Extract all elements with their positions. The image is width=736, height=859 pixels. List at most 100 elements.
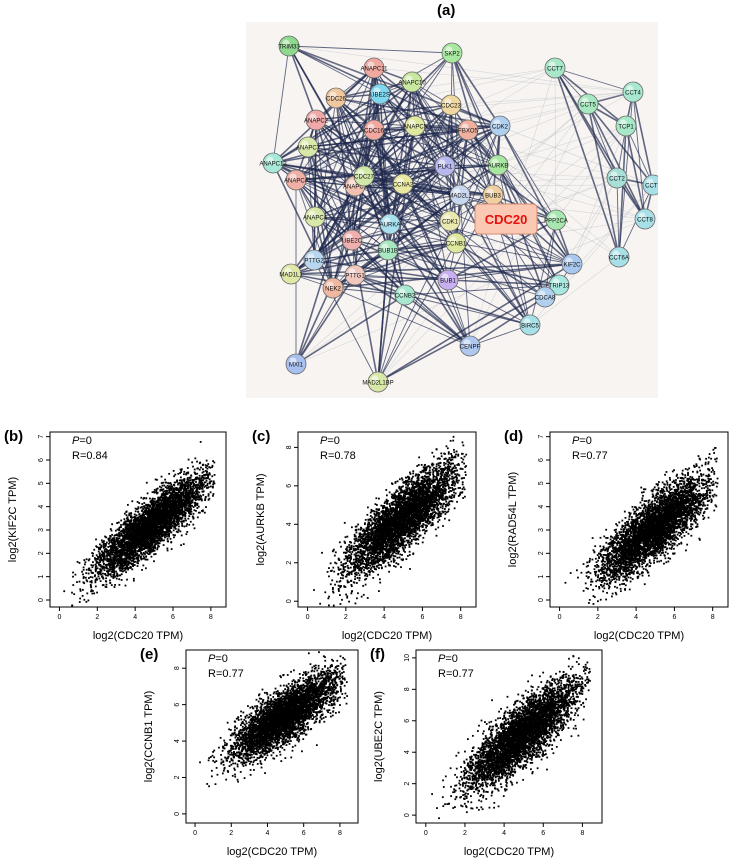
scatter-point — [141, 513, 144, 516]
scatter-point — [103, 546, 106, 549]
scatter-point — [190, 482, 193, 484]
scatter-point — [129, 521, 131, 524]
scatter-point — [138, 502, 141, 504]
scatter-point — [172, 490, 175, 493]
scatter-point — [160, 514, 163, 517]
scatter-point — [95, 557, 98, 560]
scatter-point — [190, 494, 193, 497]
scatter-point — [173, 487, 176, 490]
scatter-point — [136, 558, 139, 561]
scatter-point — [177, 482, 180, 485]
scatter-point — [128, 525, 131, 527]
scatter-point — [195, 503, 198, 505]
scatter-point — [137, 536, 140, 539]
scatter-point — [124, 533, 127, 536]
scatter-point — [154, 513, 157, 515]
scatter-point — [126, 547, 129, 550]
scatter-point — [183, 480, 186, 483]
scatter-point — [188, 511, 190, 514]
network-edge — [554, 67, 620, 258]
scatter-point — [146, 492, 149, 495]
scatter-point — [172, 469, 175, 472]
scatter-point — [98, 564, 101, 567]
network-node-label: ANAPC1 — [343, 185, 368, 191]
scatter-point — [153, 491, 156, 493]
scatter-point — [179, 530, 182, 533]
network-edge — [555, 125, 627, 221]
scatter-point — [124, 536, 127, 539]
scatter-point — [140, 541, 143, 543]
scatter-point — [148, 531, 151, 534]
scatter-point — [200, 487, 203, 490]
scatter-point — [187, 483, 190, 486]
scatter-point — [151, 534, 154, 537]
scatter-point — [181, 509, 184, 511]
network-node-label: UBE2C — [342, 239, 363, 245]
scatter-point — [174, 506, 176, 509]
scatter-point — [199, 498, 202, 501]
scatter-point — [148, 529, 151, 532]
highlight-node: CDC20 — [474, 203, 538, 235]
network-node: CDCA8 — [534, 286, 556, 308]
scatter-point — [161, 508, 164, 511]
scatter-point — [84, 561, 87, 564]
scatter-point — [143, 497, 146, 499]
scatter-point — [154, 540, 157, 543]
scatter-point — [95, 560, 98, 562]
scatter-point — [85, 600, 88, 603]
scatter-point — [125, 571, 128, 574]
scatter-point — [156, 546, 159, 549]
scatter-point — [182, 498, 184, 501]
scatter-point — [187, 481, 190, 484]
scatter-point — [161, 525, 164, 527]
scatter-point — [173, 526, 176, 529]
network-edge — [295, 103, 589, 365]
scatter-point — [152, 537, 155, 540]
scatter-point — [181, 514, 184, 517]
scatter-point — [185, 473, 188, 476]
scatter-point — [208, 481, 211, 484]
scatter-point — [94, 578, 97, 581]
scatter-point — [125, 528, 128, 530]
scatter-point — [169, 496, 172, 499]
scatter-point — [107, 570, 110, 573]
scatter-point — [188, 476, 191, 479]
scatter-point — [146, 558, 149, 561]
scatter-point — [100, 544, 103, 547]
scatter-point — [186, 530, 189, 533]
scatter-point — [182, 543, 185, 546]
network-edge — [314, 165, 446, 218]
scatter-point — [199, 486, 202, 489]
scatter-point — [112, 563, 115, 566]
scatter-point — [130, 545, 133, 548]
scatter-point — [198, 485, 201, 488]
scatter-point — [187, 471, 190, 474]
scatter-point — [97, 562, 100, 564]
scatter-point — [165, 526, 168, 529]
scatter-point — [169, 510, 172, 513]
network-edge — [307, 146, 446, 167]
scatter-point — [114, 549, 117, 551]
scatter-point — [172, 513, 175, 516]
scatter-point — [185, 495, 188, 497]
scatter-point — [123, 541, 126, 544]
scatter-point — [161, 539, 164, 542]
scatter-point — [94, 566, 97, 568]
scatter-point — [205, 459, 208, 462]
scatter-point — [82, 573, 84, 576]
scatter-point — [79, 597, 82, 600]
scatter-point — [105, 550, 108, 553]
scatter-point — [126, 565, 128, 568]
scatter-point — [160, 526, 163, 528]
scatter-point — [119, 549, 122, 552]
scatter-point — [132, 558, 135, 561]
scatter-point — [131, 546, 134, 549]
scatter-point — [147, 538, 150, 541]
scatter-point — [113, 534, 116, 537]
network-node-label: NEK2 — [325, 287, 341, 293]
scatter-point — [180, 510, 182, 513]
scatter-point — [191, 501, 194, 504]
scatter-point — [99, 568, 102, 571]
scatter-point — [166, 502, 169, 504]
scatter-point — [85, 568, 88, 571]
